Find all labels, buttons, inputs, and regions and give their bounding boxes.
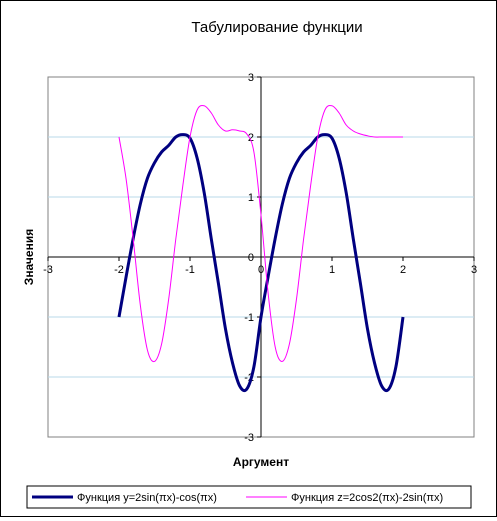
y-tick-label: 2: [248, 132, 254, 144]
x-tick-label: 1: [329, 264, 335, 276]
x-tick-label: -2: [114, 264, 124, 276]
x-tick-label: -1: [185, 264, 195, 276]
series-z-line: [118, 105, 403, 363]
legend-label-z: Функция z=2cos2(πx)-2sin(πx): [291, 492, 443, 504]
y-tick-label: -3: [244, 432, 254, 444]
chart-title: Табулирование функции: [191, 19, 362, 36]
y-tick-label: -1: [244, 312, 254, 324]
x-axis-label: Аргумент: [233, 455, 289, 469]
series-y-line: [117, 133, 405, 393]
x-tick-label: -3: [43, 264, 53, 276]
y-tick-label: -2: [244, 372, 254, 384]
legend-label-y: Функция y=2sin(πx)-cos(πx): [77, 492, 217, 504]
y-tick-label: 0: [248, 252, 254, 264]
y-tick-label: 1: [248, 192, 254, 204]
x-tick-label: 0: [258, 264, 264, 276]
x-tick-label: 2: [400, 264, 406, 276]
x-tick-label: 3: [471, 264, 477, 276]
y-axis-label: Значения: [22, 229, 36, 285]
axes: [47, 76, 475, 438]
y-tick-label: 3: [248, 72, 254, 84]
series-lines: [117, 105, 405, 393]
tick-labels: -3 -2 -1 0 1 2 3 -3 -2 -1 0 1 2 3: [43, 72, 477, 444]
